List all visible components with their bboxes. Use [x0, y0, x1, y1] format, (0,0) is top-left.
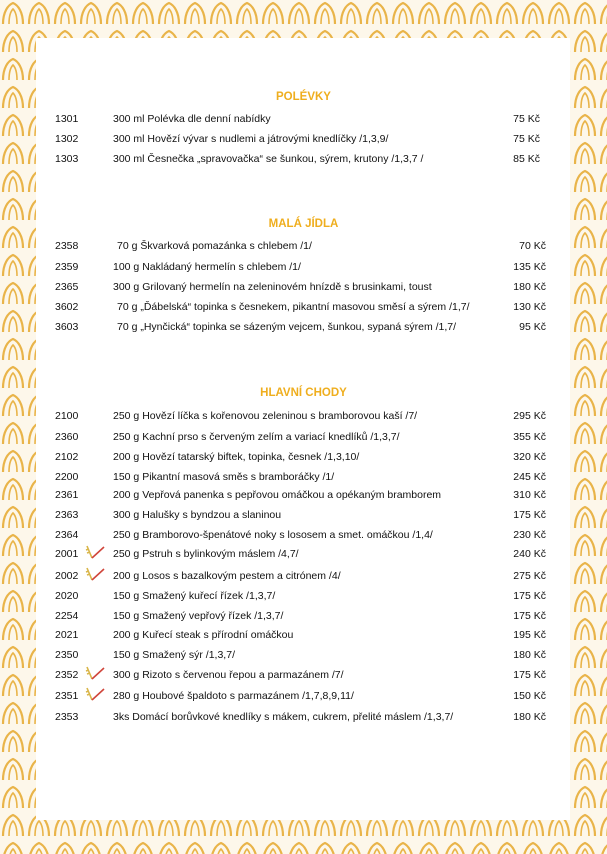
item-code: 2021: [55, 629, 79, 641]
item-code: 2358: [55, 240, 79, 252]
item-code: 2020: [55, 590, 79, 602]
item-text: 280 g Houbové špaldoto s parmazánem /1,7…: [113, 690, 354, 702]
section-title: POLÉVKY: [276, 91, 331, 103]
item-text: 150 g Smažený vepřový řízek /1,3,7/: [113, 610, 284, 622]
item-code: 2360: [55, 431, 79, 443]
item-text: 300 ml Hovězí vývar s nudlemi a játrovým…: [113, 133, 389, 145]
item-price: 195 Kč: [513, 629, 546, 641]
item-price: 175 Kč: [513, 590, 546, 602]
item-text: 70 g Škvarková pomazánka s chlebem /1/: [117, 240, 312, 252]
item-code: 3602: [55, 301, 79, 313]
item-price: 275 Kč: [513, 570, 546, 582]
item-code: 2363: [55, 509, 79, 521]
item-code: 2352: [55, 669, 79, 681]
item-text: 300 g Grilovaný hermelín na zeleninovém …: [113, 281, 432, 293]
item-code: 2364: [55, 529, 79, 541]
item-price: 180 Kč: [513, 649, 546, 661]
item-price: 355 Kč: [513, 431, 546, 443]
item-text: 200 g Kuřecí steak s přírodní omáčkou: [113, 629, 294, 641]
item-code: 2001: [55, 548, 79, 560]
item-text: 300 g Rizoto s červenou řepou a parmazán…: [113, 669, 344, 681]
section-title: HLAVNÍ CHODY: [260, 387, 347, 399]
item-text: 70 g „Hynčická“ topinka se sázeným vejce…: [117, 321, 457, 333]
item-code: 2359: [55, 261, 79, 273]
item-text: 250 g Kachní prso s červeným zelím a var…: [113, 431, 400, 443]
item-price: 180 Kč: [513, 281, 546, 293]
icon: [85, 666, 105, 680]
item-text: 150 g Smažený sýr /1,3,7/: [113, 649, 235, 661]
section-title: MALÁ JÍDLA: [268, 218, 339, 230]
item-code: 2353: [55, 711, 79, 723]
item-price: 135 Kč: [513, 261, 546, 273]
item-price: 130 Kč: [513, 301, 546, 313]
item-text: 300 ml Česnečka „spravovačka“ se šunkou,…: [113, 153, 424, 165]
item-text: 200 g Vepřová panenka s pepřovou omáčkou…: [113, 489, 442, 501]
item-price: 240 Kč: [513, 548, 546, 560]
item-price: 310 Kč: [513, 489, 546, 501]
item-price: 175 Kč: [513, 669, 546, 681]
item-price: 75 Kč: [513, 113, 540, 125]
item-code: 2361: [55, 489, 79, 501]
item-code: 2365: [55, 281, 79, 293]
item-code: 1303: [55, 153, 79, 165]
item-price: 245 Kč: [513, 471, 546, 483]
item-text: 300 ml Polévka dle denní nabídky: [113, 113, 271, 125]
item-code: 2002: [55, 570, 79, 582]
item-code: 2100: [55, 410, 79, 422]
icon: [85, 567, 105, 581]
item-price: 295 Kč: [513, 410, 546, 422]
item-price: 70 Kč: [519, 240, 546, 252]
item-code: 2254: [55, 610, 79, 622]
item-code: 1301: [55, 113, 79, 125]
item-code: 3603: [55, 321, 79, 333]
item-text: 250 g Pstruh s bylinkovým máslem /4,7/: [113, 548, 299, 560]
item-price: 85 Kč: [513, 153, 540, 165]
item-code: 2351: [55, 690, 79, 702]
item-text: 150 g Smažený kuřecí řízek /1,3,7/: [113, 590, 276, 602]
item-price: 75 Kč: [513, 133, 540, 145]
item-price: 230 Kč: [513, 529, 546, 541]
item-text: 300 g Halušky s byndzou a slaninou: [113, 509, 282, 521]
icon: [85, 687, 105, 701]
item-code: 2102: [55, 451, 79, 463]
item-text: 250 g Bramborovo-špenátové noky s losose…: [113, 529, 433, 541]
item-price: 175 Kč: [513, 509, 546, 521]
menu-sheet: [36, 38, 570, 820]
item-text: 200 g Hovězí tatarský biftek, topinka, č…: [113, 451, 360, 463]
item-text: 70 g „Ďábelská“ topinka s česnekem, pika…: [117, 301, 470, 313]
item-price: 175 Kč: [513, 610, 546, 622]
item-text: 250 g Hovězí líčka s kořenovou zeleninou…: [113, 410, 418, 422]
item-text: 100 g Nakládaný hermelín s chlebem /1/: [113, 261, 301, 273]
item-price: 95 Kč: [519, 321, 546, 333]
item-code: 2350: [55, 649, 79, 661]
item-code: 2200: [55, 471, 79, 483]
item-text: 150 g Pikantní masová směs s bramboráčky…: [113, 471, 335, 483]
item-text: 200 g Losos s bazalkovým pestem a citrón…: [113, 570, 341, 582]
item-price: 150 Kč: [513, 690, 546, 702]
item-text: 3ks Domácí borůvkové knedlíky s mákem, c…: [113, 711, 454, 723]
item-code: 1302: [55, 133, 79, 145]
item-price: 180 Kč: [513, 711, 546, 723]
item-price: 320 Kč: [513, 451, 546, 463]
icon: [85, 545, 105, 559]
